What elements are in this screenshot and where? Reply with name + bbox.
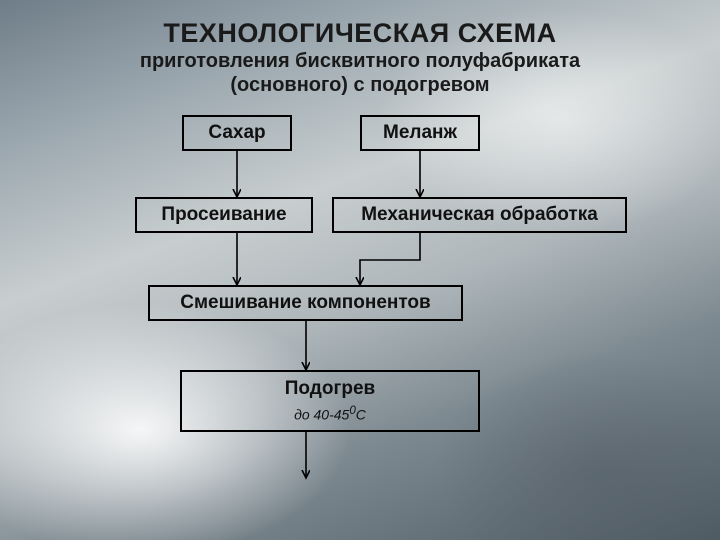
- node-label: Смешивание компонентов: [180, 293, 430, 314]
- node-sieve: Просеивание: [135, 197, 313, 233]
- title-line-3: (основного) с подогревом: [0, 74, 720, 97]
- sublabel-prefix: до 40-45: [294, 407, 349, 423]
- title-line-1: ТЕХНОЛОГИЧЕСКАЯ СХЕМА: [0, 18, 720, 49]
- node-mech: Механическая обработка: [332, 197, 627, 233]
- node-melange: Меланж: [360, 115, 480, 151]
- node-label: Подогрев: [285, 379, 375, 400]
- node-sahar: Сахар: [182, 115, 292, 151]
- node-label: Меланж: [383, 123, 457, 144]
- node-label: Механическая обработка: [361, 205, 598, 226]
- node-sublabel: до 40-450С: [294, 404, 366, 423]
- title-line-2: приготовления бисквитного полуфабриката: [0, 50, 720, 73]
- node-label: Просеивание: [161, 205, 286, 226]
- edge-arrow: [360, 233, 420, 285]
- sublabel-suffix: С: [356, 407, 366, 423]
- node-heat: Подогрев до 40-450С: [180, 370, 480, 432]
- diagram-stage: ТЕХНОЛОГИЧЕСКАЯ СХЕМА приготовления биск…: [0, 0, 720, 540]
- node-mix: Смешивание компонентов: [148, 285, 463, 321]
- node-label: Сахар: [208, 123, 265, 144]
